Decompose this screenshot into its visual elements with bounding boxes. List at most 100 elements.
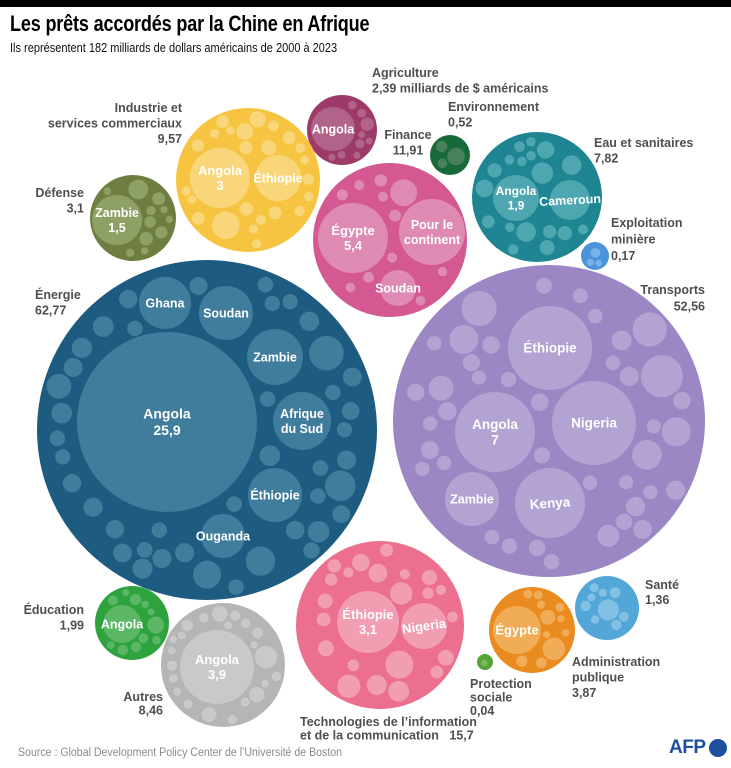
deco-bubble xyxy=(557,615,565,623)
deco-bubble xyxy=(49,430,66,447)
deco-bubble xyxy=(248,224,259,234)
eau-et-sanitaires-label: Eau et sanitaires 7,82 xyxy=(594,136,693,166)
deco-bubble xyxy=(230,610,241,621)
deco-bubble xyxy=(590,615,600,624)
deco-bubble xyxy=(374,174,388,187)
deco-bubble xyxy=(325,573,338,586)
deco-bubble xyxy=(555,602,565,612)
deco-bubble xyxy=(507,244,519,255)
sector-finance: Égypte 5,4 Pour le continent Soudan Finance 11… xyxy=(313,128,467,317)
deco-bubble xyxy=(390,179,418,207)
deco-bubble xyxy=(245,546,276,576)
deco-bubble xyxy=(389,209,402,222)
deco-bubble xyxy=(388,680,410,702)
deco-bubble xyxy=(365,137,373,145)
deco-bubble xyxy=(421,570,437,586)
deco-bubble xyxy=(299,311,320,332)
deco-bubble xyxy=(228,579,244,595)
deco-bubble xyxy=(632,312,667,347)
deco-bubble xyxy=(580,600,591,612)
deco-bubble xyxy=(360,117,374,131)
deco-bubble xyxy=(226,496,242,512)
country-circle-nigeria xyxy=(552,381,636,465)
sector-administration-publique: Égypte Administration publique 3,87 xyxy=(489,587,660,700)
sector-exploitation-miniere: Exploitation minière 0,17 xyxy=(581,216,683,270)
deco-bubble xyxy=(420,441,439,460)
deco-bubble xyxy=(211,606,228,622)
deco-bubble xyxy=(304,191,314,202)
deco-bubble xyxy=(514,141,525,152)
deco-bubble xyxy=(169,635,178,643)
sector-autres: Angola 3,9 Autres 8,46 xyxy=(123,603,285,727)
deco-bubble xyxy=(619,366,639,386)
deco-bubble xyxy=(611,330,632,351)
country-circle-angola xyxy=(455,392,535,472)
deco-bubble xyxy=(295,143,306,153)
deco-bubble xyxy=(661,417,691,447)
deco-bubble xyxy=(250,641,258,649)
deco-bubble xyxy=(516,655,528,667)
deco-bubble xyxy=(328,153,336,161)
deco-bubble xyxy=(399,569,410,580)
deco-bubble xyxy=(539,240,555,255)
deco-bubble xyxy=(487,163,502,178)
country-circle-égypte xyxy=(493,606,541,654)
country-label-kenya: Kenya xyxy=(529,494,571,512)
deco-bubble xyxy=(427,336,442,351)
country-label-pour-le-continent: Pour le continent xyxy=(404,218,461,247)
deco-bubble xyxy=(542,630,551,639)
country-circle-zambie xyxy=(92,195,142,245)
deco-bubble xyxy=(198,612,209,623)
sector-industrie: Angola 3 Éthiopie Industrie et services comm… xyxy=(48,101,320,252)
deco-bubble xyxy=(155,226,168,239)
deco-bubble xyxy=(557,225,573,241)
exploitation-miniere-label: Exploitation minière 0,17 xyxy=(611,216,683,263)
deco-bubble xyxy=(271,671,282,682)
country-circle-angola xyxy=(493,175,539,221)
source-text: Source : Global Development Policy Cente… xyxy=(18,747,343,759)
country-circle-soudan xyxy=(199,286,253,340)
deco-bubble xyxy=(257,276,274,293)
deco-bubble xyxy=(597,599,619,621)
country-label-soudan: Soudan xyxy=(375,281,421,295)
deco-bubble xyxy=(363,271,375,283)
deco-bubble xyxy=(261,140,277,156)
deco-bubble xyxy=(174,543,195,563)
deco-bubble xyxy=(337,450,357,470)
afp-logo-dot-icon xyxy=(708,739,727,757)
deco-bubble xyxy=(106,641,115,649)
deco-bubble xyxy=(605,355,621,371)
deco-bubble xyxy=(324,470,356,502)
deco-bubble xyxy=(619,475,634,490)
deco-bubble xyxy=(201,707,217,723)
deco-bubble xyxy=(422,416,438,431)
deco-bubble xyxy=(189,276,208,295)
deco-bubble xyxy=(92,316,114,337)
deco-bubble xyxy=(341,402,360,420)
deco-bubble xyxy=(345,282,356,293)
tic-label: Technologies de l’information et de la co… xyxy=(300,715,477,743)
country-label-nigeria: Nigeria xyxy=(401,615,447,636)
country-label-ouganda: Ouganda xyxy=(196,529,251,543)
sector-sante: Santé 1,36 xyxy=(575,576,679,640)
deco-bubble xyxy=(227,714,237,725)
deco-bubble xyxy=(428,375,454,401)
country-circle-éthiopie xyxy=(337,591,399,653)
deco-bubble xyxy=(173,687,182,696)
country-circle-zambie xyxy=(247,329,303,385)
country-circle-zambie xyxy=(445,472,499,526)
deco-bubble xyxy=(438,402,457,421)
deco-bubble xyxy=(573,288,589,304)
page-title: Les prêts accordés par la Chine en Afriq… xyxy=(10,11,370,36)
deco-bubble xyxy=(504,154,515,165)
deco-bubble xyxy=(501,538,518,554)
deco-bubble xyxy=(337,150,346,159)
deco-bubble xyxy=(430,665,444,679)
deco-bubble xyxy=(437,158,448,169)
country-label-nigeria: Nigeria xyxy=(571,416,617,431)
deco-bubble xyxy=(166,660,178,671)
deco-bubble xyxy=(484,529,500,545)
deco-bubble xyxy=(191,139,204,152)
deco-bubble xyxy=(611,619,622,631)
